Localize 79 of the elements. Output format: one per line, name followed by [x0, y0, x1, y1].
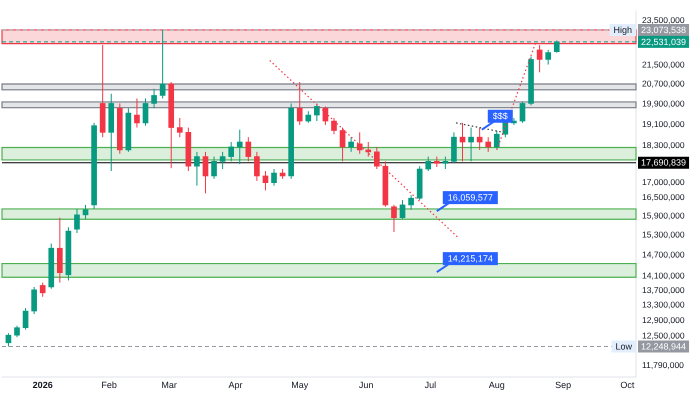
candlestick: [545, 49, 552, 66]
x-tick-label: Mar: [161, 380, 177, 390]
ref-line-label: 12,248,944: [641, 342, 686, 352]
x-tick-label: Feb: [101, 380, 117, 390]
y-tick-label: 14,700,000: [642, 250, 685, 260]
ref-line-label: 22,531,039: [641, 36, 686, 47]
y-tick-label: 12,500,000: [642, 330, 685, 341]
y-tick-label: 13,300,000: [642, 300, 685, 310]
candlestick: [476, 127, 482, 150]
candlestick: [245, 136, 252, 162]
annotation: 14,215,174: [448, 254, 493, 264]
candlestick: [31, 286, 37, 315]
y-tick-label: 20,700,000: [642, 78, 685, 89]
candlestick: [82, 204, 88, 220]
x-tick-label: Sep: [555, 380, 572, 390]
candlestick: [254, 151, 260, 182]
candlestick: [151, 88, 157, 109]
candlestick: [520, 100, 526, 124]
candlestick: [348, 136, 354, 152]
y-tick-label: 19,100,000: [642, 118, 685, 129]
candlestick: [434, 156, 440, 168]
candlestick: [194, 151, 200, 186]
candlestick: [356, 132, 363, 154]
candlestick: [40, 282, 46, 298]
candlestick: [391, 204, 397, 233]
candlestick: [425, 156, 432, 172]
y-tick-label: 14,100,000: [642, 270, 685, 281]
candlestick: [460, 122, 466, 162]
ref-line-label: 17,690,839: [641, 158, 686, 168]
candlestick: [211, 156, 217, 180]
candlestick: [280, 168, 286, 180]
candlestick: [202, 151, 208, 194]
candlestick: [442, 156, 448, 170]
x-tick-label: May: [291, 380, 309, 390]
candlestick: [305, 110, 312, 124]
candlestick: [134, 98, 140, 128]
annotation: $$$: [492, 111, 508, 122]
annotation: High: [613, 24, 632, 35]
candlestick: [374, 146, 380, 170]
x-tick-label: Oct: [620, 380, 635, 390]
x-tick-label: Jun: [358, 380, 374, 390]
candlestick: [142, 98, 148, 126]
candlestick: [468, 127, 474, 162]
candlestick: [408, 194, 414, 210]
y-tick-label: 16,500,000: [642, 192, 685, 202]
x-tick-label: Jul: [424, 380, 436, 390]
candlestick: [331, 117, 337, 135]
x-tick-label: 2026: [32, 380, 53, 390]
y-tick-label: 15,900,000: [642, 210, 685, 220]
candlestick: [262, 170, 268, 191]
candlestick: [14, 325, 20, 338]
candlestick: [296, 82, 303, 126]
candlestick: [236, 129, 243, 165]
annotation: 16,059,577: [448, 192, 493, 203]
ref-line-label: 23,073,538: [641, 24, 686, 35]
candlestick: [485, 136, 492, 152]
y-tick-label: 17,000,000: [642, 177, 685, 188]
candlestick: [554, 40, 560, 54]
x-tick-label: Aug: [488, 380, 505, 390]
y-tick-label: 12,900,000: [642, 314, 685, 325]
y-tick-label: 21,500,000: [642, 60, 685, 70]
candlestick: [228, 142, 234, 162]
candlestick: [340, 127, 346, 162]
candlestick: [22, 308, 28, 330]
y-tick-label: 23,500,000: [642, 15, 685, 26]
y-tick-label: 18,300,000: [642, 140, 685, 150]
candlestick: [322, 106, 328, 126]
candlestick: [494, 130, 500, 150]
candlestick: [400, 200, 406, 220]
y-tick-label: 11,790,000: [642, 360, 684, 370]
candlestick: [6, 332, 12, 348]
candlestick: [74, 208, 80, 234]
y-tick-label: 15,300,000: [642, 230, 685, 240]
candlestick: [314, 102, 320, 122]
x-tick-label: Apr: [228, 380, 242, 390]
y-tick-label: 19,900,000: [642, 98, 685, 108]
annotation: Low: [615, 342, 632, 352]
candlestick: [271, 168, 277, 186]
y-tick-label: 13,700,000: [642, 284, 685, 295]
